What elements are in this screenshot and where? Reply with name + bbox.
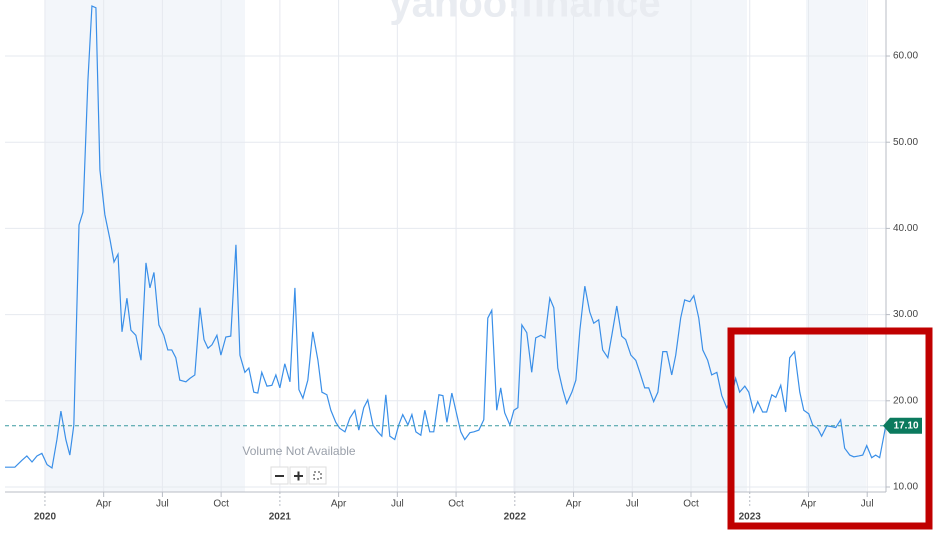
x-tick-label: Apr	[566, 499, 582, 510]
y-tick-label: 10.00	[893, 482, 918, 493]
volume-note: Volume Not Available	[242, 444, 356, 458]
y-tick-label: 40.00	[893, 223, 918, 234]
y-tick-label: 30.00	[893, 309, 918, 320]
band	[45, 0, 245, 492]
x-year-label: 2021	[269, 512, 292, 523]
x-year-label: 2023	[739, 512, 762, 523]
x-tick-label: Oct	[683, 499, 699, 510]
x-tick-label: Jul	[626, 499, 639, 510]
x-tick-label: Oct	[448, 499, 464, 510]
x-tick-label: Apr	[96, 499, 112, 510]
x-year-label: 2022	[504, 512, 527, 523]
price-line	[5, 5, 887, 470]
price-badge	[883, 417, 922, 434]
y-tick-label: 20.00	[893, 395, 918, 406]
x-year-label: 2020	[34, 512, 57, 523]
reset-zoom-button[interactable]	[308, 466, 327, 485]
watermark: yahoo!finance	[389, 0, 660, 26]
x-tick-label: Jul	[391, 499, 404, 510]
x-tick-label: Jul	[861, 499, 874, 510]
x-tick-label: Apr	[331, 499, 347, 510]
x-tick-label: Oct	[213, 499, 229, 510]
background-bands	[45, 0, 866, 492]
zoom-controls	[270, 466, 327, 485]
y-tick-label: 50.00	[893, 137, 918, 148]
reset-icon	[313, 471, 322, 480]
band	[806, 0, 866, 492]
x-tick-label: Jul	[156, 499, 169, 510]
plot	[5, 5, 887, 470]
price-badge-label: 17.10	[893, 420, 918, 431]
highlight-box	[727, 327, 933, 530]
band	[513, 0, 747, 492]
x-tick-label: Apr	[801, 499, 817, 510]
y-tick-label: 60.00	[893, 51, 918, 62]
